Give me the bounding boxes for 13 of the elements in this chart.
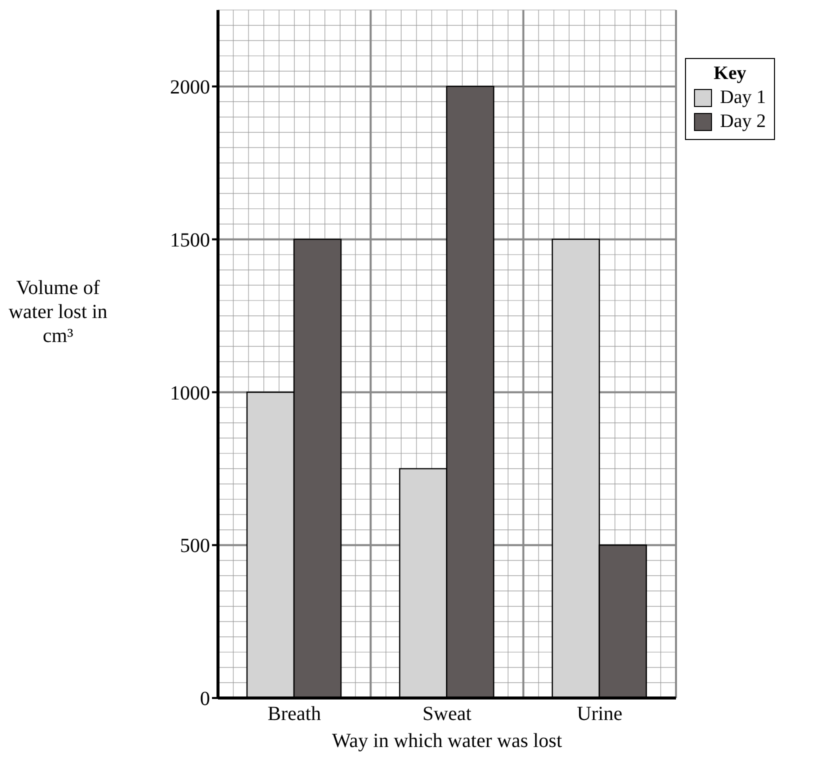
y-tick-label: 1000: [170, 382, 210, 404]
y-tick-label: 2000: [170, 76, 210, 99]
x-tick-label: Urine: [576, 703, 623, 726]
legend-title: Key: [712, 63, 748, 85]
legend-label: Day 2: [720, 111, 766, 133]
y-axis-title: Volume of water lost in cm³: [8, 276, 108, 348]
x-axis-title: Way in which water was lost: [331, 730, 563, 753]
y-tick-label: 500: [180, 535, 210, 558]
legend-label: Day 1: [720, 87, 766, 109]
y-tick-label: 0: [200, 688, 210, 710]
x-tick-label: Breath: [268, 703, 321, 726]
y-tick-label: 1500: [170, 229, 210, 252]
x-tick-label: Sweat: [422, 703, 472, 726]
